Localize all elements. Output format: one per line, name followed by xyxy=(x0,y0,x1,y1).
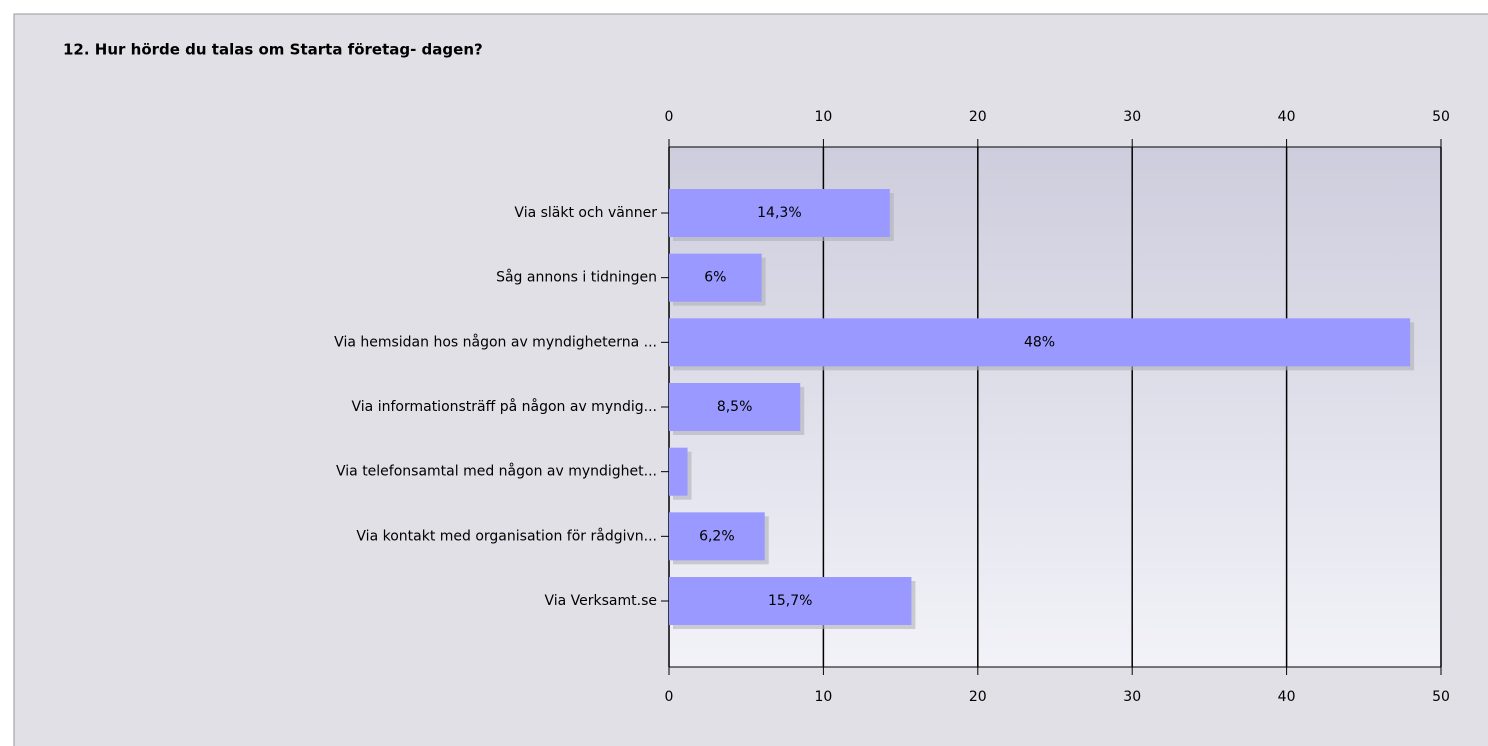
x-tick-label: 20 xyxy=(969,109,987,125)
bar xyxy=(669,447,688,496)
value-label: 14,3% xyxy=(757,205,801,221)
y-tick-label: Via hemsidan hos någon av myndigheterna … xyxy=(334,333,657,350)
bar xyxy=(669,577,912,625)
y-tick-label: Via telefonsamtal med någon av myndighet… xyxy=(336,463,657,480)
value-label: 6% xyxy=(704,270,726,286)
y-tick-label: Såg annons i tidningen xyxy=(496,269,657,286)
x-tick-label: 10 xyxy=(814,109,832,125)
bar xyxy=(669,253,762,302)
x-tick-label: 50 xyxy=(1432,689,1450,705)
x-tick-label: 30 xyxy=(1123,689,1141,705)
bar xyxy=(669,318,1411,367)
y-tick-label: Via kontakt med organisation för rådgivn… xyxy=(356,527,657,544)
x-tick-label: 20 xyxy=(969,689,987,705)
value-label: 48% xyxy=(1024,334,1055,350)
bar xyxy=(669,189,890,237)
value-label: 6,2% xyxy=(699,528,735,544)
bar xyxy=(669,383,801,431)
value-label: 8,5% xyxy=(717,399,753,415)
x-tick-label: 50 xyxy=(1432,109,1450,125)
x-tick-label: 40 xyxy=(1278,689,1296,705)
y-tick-label: Via informationsträff på någon av myndig… xyxy=(352,398,657,415)
y-tick-label: Via Verksamt.se xyxy=(544,593,657,609)
x-tick-label: 10 xyxy=(814,689,832,705)
x-tick-label: 30 xyxy=(1123,109,1141,125)
chart-title: 12. Hur hörde du talas om Starta företag… xyxy=(63,41,483,59)
y-tick-label: Via släkt och vänner xyxy=(514,205,657,221)
bar xyxy=(669,512,765,561)
x-tick-label: 0 xyxy=(665,689,674,705)
x-tick-label: 0 xyxy=(665,109,674,125)
value-label: 15,7% xyxy=(768,593,812,609)
x-tick-label: 40 xyxy=(1278,109,1296,125)
